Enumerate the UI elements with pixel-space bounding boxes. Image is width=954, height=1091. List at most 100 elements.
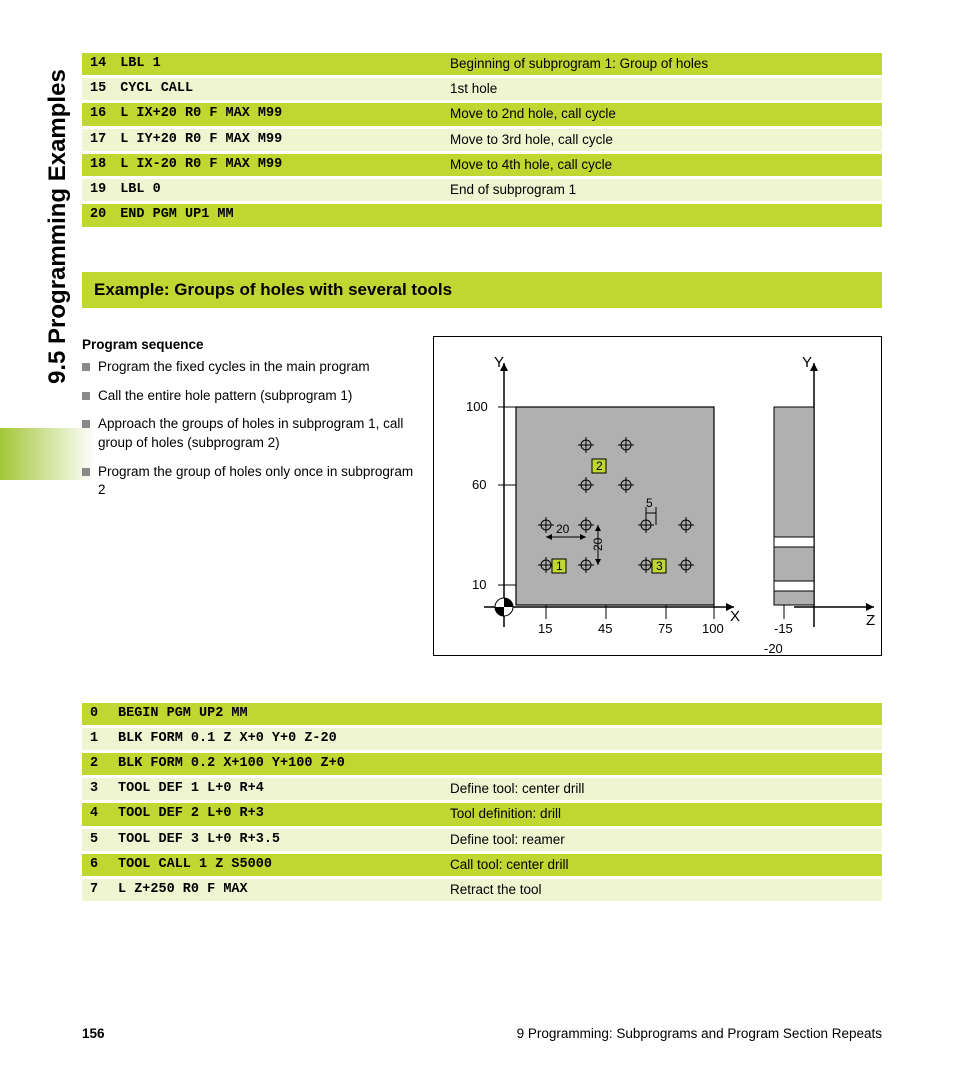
table-row: 7L Z+250 R0 F MAXRetract the tool: [82, 879, 882, 901]
table-row: 1BLK FORM 0.1 Z X+0 Y+0 Z-20: [82, 728, 882, 750]
code-cell: L IX-20 R0 F MAX M99: [112, 154, 442, 176]
table-row: 14LBL 1Beginning of subprogram 1: Group …: [82, 53, 882, 75]
axis-label-y: Y: [494, 354, 504, 371]
table-row: 3TOOL DEF 1 L+0 R+4Define tool: center d…: [82, 778, 882, 800]
side-gradient: [0, 428, 95, 480]
xtick-100: 100: [702, 621, 724, 636]
code-cell: TOOL DEF 3 L+0 R+3.5: [110, 829, 442, 851]
desc-cell: Move to 2nd hole, call cycle: [442, 103, 882, 125]
dim-20v: 20: [591, 537, 605, 551]
desc-cell: Beginning of subprogram 1: Group of hole…: [442, 53, 882, 75]
group-badge-2: 2: [596, 459, 603, 473]
table-row: 6TOOL CALL 1 Z S5000Call tool: center dr…: [82, 854, 882, 876]
axis-label-y2: Y: [802, 354, 812, 371]
dim-5: 5: [646, 496, 653, 510]
code-cell: CYCL CALL: [112, 78, 442, 100]
axis-label-x: X: [730, 608, 740, 625]
desc-cell: Define tool: reamer: [442, 829, 882, 851]
ytick-60: 60: [472, 477, 486, 492]
technical-diagram: Y X 10 60 100 15 45 75 100: [433, 336, 882, 656]
desc-cell: [442, 703, 882, 725]
desc-cell: End of subprogram 1: [442, 179, 882, 201]
table-row: 4TOOL DEF 2 L+0 R+3Tool definition: dril…: [82, 803, 882, 825]
group-badge-3: 3: [656, 559, 663, 573]
line-number: 2: [82, 753, 110, 775]
line-number: 15: [82, 78, 112, 100]
line-number: 5: [82, 829, 110, 851]
bullet-icon: [82, 468, 90, 476]
desc-cell: Define tool: center drill: [442, 778, 882, 800]
code-cell: END PGM UP1 MM: [112, 204, 442, 226]
ytick-10: 10: [472, 577, 486, 592]
code-table-2: 0BEGIN PGM UP2 MM1BLK FORM 0.1 Z X+0 Y+0…: [82, 700, 882, 905]
ytick-100: 100: [466, 399, 488, 414]
line-number: 19: [82, 179, 112, 201]
code-cell: BLK FORM 0.2 X+100 Y+100 Z+0: [110, 753, 442, 775]
bullet-icon: [82, 363, 90, 371]
line-number: 4: [82, 803, 110, 825]
chapter-title: 9 Programming: Subprograms and Program S…: [517, 1026, 882, 1041]
list-item-text: Call the entire hole pattern (subprogram…: [98, 387, 352, 406]
code-cell: BEGIN PGM UP2 MM: [110, 703, 442, 725]
code-cell: L Z+250 R0 F MAX: [110, 879, 442, 901]
line-number: 0: [82, 703, 110, 725]
list-item: Call the entire hole pattern (subprogram…: [82, 387, 413, 406]
list-item-text: Program the fixed cycles in the main pro…: [98, 358, 370, 377]
list-item-text: Approach the groups of holes in subprogr…: [98, 415, 413, 452]
code-cell: TOOL CALL 1 Z S5000: [110, 854, 442, 876]
ztick-n15: -15: [774, 621, 793, 636]
desc-cell: [442, 204, 882, 226]
list-item: Approach the groups of holes in subprogr…: [82, 415, 413, 452]
line-number: 6: [82, 854, 110, 876]
line-number: 20: [82, 204, 112, 226]
desc-cell: Move to 3rd hole, call cycle: [442, 129, 882, 151]
bullet-icon: [82, 420, 90, 428]
example-heading: Example: Groups of holes with several to…: [82, 272, 882, 308]
line-number: 7: [82, 879, 110, 901]
table-row: 2BLK FORM 0.2 X+100 Y+100 Z+0: [82, 753, 882, 775]
code-cell: L IX+20 R0 F MAX M99: [112, 103, 442, 125]
code-cell: L IY+20 R0 F MAX M99: [112, 129, 442, 151]
table-row: 15CYCL CALL1st hole: [82, 78, 882, 100]
line-number: 16: [82, 103, 112, 125]
dim-20h: 20: [556, 522, 570, 536]
code-cell: LBL 0: [112, 179, 442, 201]
page-footer: 156 9 Programming: Subprograms and Progr…: [82, 1026, 882, 1041]
program-sequence-title: Program sequence: [82, 336, 413, 355]
xtick-45: 45: [598, 621, 612, 636]
bullet-icon: [82, 392, 90, 400]
table-row: 20END PGM UP1 MM: [82, 204, 882, 226]
list-item: Program the group of holes only once in …: [82, 463, 413, 500]
desc-cell: [442, 728, 882, 750]
line-number: 17: [82, 129, 112, 151]
code-cell: BLK FORM 0.1 Z X+0 Y+0 Z-20: [110, 728, 442, 750]
desc-cell: Retract the tool: [442, 879, 882, 901]
desc-cell: 1st hole: [442, 78, 882, 100]
table-row: 17L IY+20 R0 F MAX M99Move to 3rd hole, …: [82, 129, 882, 151]
line-number: 1: [82, 728, 110, 750]
desc-cell: Tool definition: drill: [442, 803, 882, 825]
program-sequence: Program sequence Program the fixed cycle…: [82, 336, 413, 510]
desc-cell: Call tool: center drill: [442, 854, 882, 876]
table-row: 18L IX-20 R0 F MAX M99Move to 4th hole, …: [82, 154, 882, 176]
table-row: 19LBL 0End of subprogram 1: [82, 179, 882, 201]
line-number: 18: [82, 154, 112, 176]
table-row: 16L IX+20 R0 F MAX M99Move to 2nd hole, …: [82, 103, 882, 125]
table-row: 0BEGIN PGM UP2 MM: [82, 703, 882, 725]
code-cell: LBL 1: [112, 53, 442, 75]
xtick-75: 75: [658, 621, 672, 636]
list-item: Program the fixed cycles in the main pro…: [82, 358, 413, 377]
line-number: 14: [82, 53, 112, 75]
page-content: 14LBL 1Beginning of subprogram 1: Group …: [82, 50, 882, 904]
line-number: 3: [82, 778, 110, 800]
code-cell: TOOL DEF 1 L+0 R+4: [110, 778, 442, 800]
code-table-1: 14LBL 1Beginning of subprogram 1: Group …: [82, 50, 882, 230]
code-cell: TOOL DEF 2 L+0 R+3: [110, 803, 442, 825]
page-number: 156: [82, 1026, 105, 1041]
group-badge-1: 1: [556, 559, 563, 573]
desc-cell: Move to 4th hole, call cycle: [442, 154, 882, 176]
desc-cell: [442, 753, 882, 775]
table-row: 5TOOL DEF 3 L+0 R+3.5Define tool: reamer: [82, 829, 882, 851]
depth-n20: -20: [764, 641, 783, 656]
side-section-title: 9.5 Programming Examples: [44, 69, 72, 384]
